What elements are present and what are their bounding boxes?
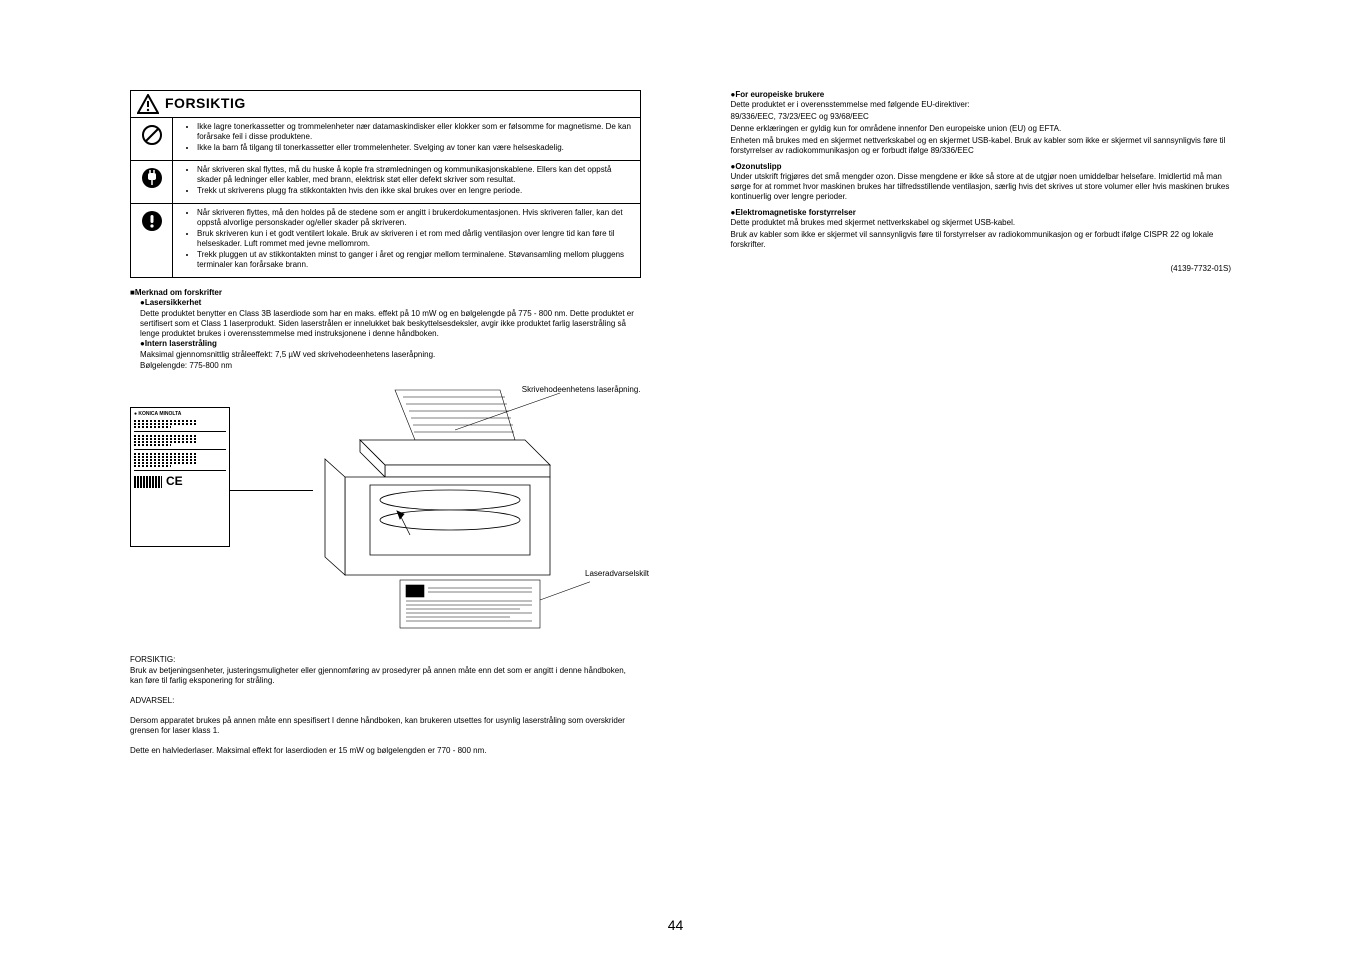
caution-item: Trekk ut skriverens plugg fra stikkontak…	[197, 186, 632, 196]
caution-item: Når skriveren flyttes, må den holdes på …	[197, 208, 632, 228]
caution-item: Ikke la barn få tilgang til tonerkassett…	[197, 143, 632, 153]
exclamation-icon	[131, 204, 173, 277]
ce-mark-icon: CE	[166, 474, 183, 489]
laser-text: Dette produktet benytter en Class 3B las…	[140, 309, 641, 339]
intern-line-2: Bølgelengde: 775-800 nm	[140, 361, 641, 371]
forsiktig-text: Bruk av betjeningsenheter, justeringsmul…	[130, 666, 641, 686]
intern-line-1: Maksimal gjennomsnittlig stråleeffekt: 7…	[140, 350, 641, 360]
intern-heading: ●Intern laserstråling	[140, 339, 641, 349]
emi-line: Bruk av kabler som ikke er skjermet vil …	[731, 230, 1232, 250]
figure-area: Skrivehodeenhetens laseråpning. ● KONICA…	[130, 385, 641, 645]
caution-item: Bruk skriveren kun i et godt ventilert l…	[197, 229, 632, 249]
ozone-text: Under utskrift frigjøres det små mengder…	[731, 172, 1232, 202]
euro-heading: ●For europeiske brukere	[731, 90, 1232, 100]
caution-header: FORSIKTIG	[131, 91, 640, 118]
caution-row-1: Ikke lagre tonerkassetter og trommelenhe…	[131, 118, 640, 161]
document-id: (4139-7732-01S)	[731, 264, 1232, 274]
euro-line: Dette produktet er i overensstemmelse me…	[731, 100, 1232, 110]
figure-caption-side: Laseradvarselskilt	[585, 569, 649, 579]
emi-heading: ●Elektromagnetiske forstyrrelser	[731, 208, 1232, 218]
caution-item: Når skriveren skal flyttes, må du huske …	[197, 165, 632, 185]
euro-line: Denne erklæringen er gyldig kun for områ…	[731, 124, 1232, 134]
euro-line: Enheten må brukes med en skjermet nettve…	[731, 136, 1232, 156]
barcode-icon	[134, 476, 162, 488]
caution-box: FORSIKTIG Ikke lagre tonerkassetter og t…	[130, 90, 641, 278]
caution-item: Trekk pluggen ut av stikkontakten minst …	[197, 250, 632, 270]
note-heading: ■Merknad om forskrifter	[130, 288, 641, 298]
warning-triangle-icon	[137, 94, 159, 114]
advarsel-label: ADVARSEL:	[130, 696, 641, 706]
ozone-heading: ●Ozonutslipp	[731, 162, 1232, 172]
advarsel-text-1: Dersom apparatet brukes på annen måte en…	[130, 716, 641, 736]
euro-line: 89/336/EEC, 73/23/EEC og 93/68/EEC	[731, 112, 1232, 122]
prohibit-icon	[131, 118, 173, 160]
plug-icon	[131, 161, 173, 203]
caution-title: FORSIKTIG	[165, 95, 246, 113]
caution-item: Ikke lagre tonerkassetter og trommelenhe…	[197, 122, 632, 142]
caution-row-3: Når skriveren flyttes, må den holdes på …	[131, 204, 640, 277]
advarsel-text-2: Dette en halvlederlaser. Maksimal effekt…	[130, 746, 641, 756]
printer-illustration	[300, 385, 590, 635]
compliance-label: ● KONICA MINOLTA CE	[130, 407, 230, 547]
label-brand: KONICA MINOLTA	[138, 411, 181, 417]
caution-row-2: Når skriveren skal flyttes, må du huske …	[131, 161, 640, 204]
emi-line: Dette produktet må brukes med skjermet n…	[731, 218, 1232, 228]
forsiktig-label: FORSIKTIG:	[130, 655, 641, 665]
laser-heading: ●Lasersikkerhet	[140, 298, 641, 308]
page-number: 44	[668, 917, 684, 935]
